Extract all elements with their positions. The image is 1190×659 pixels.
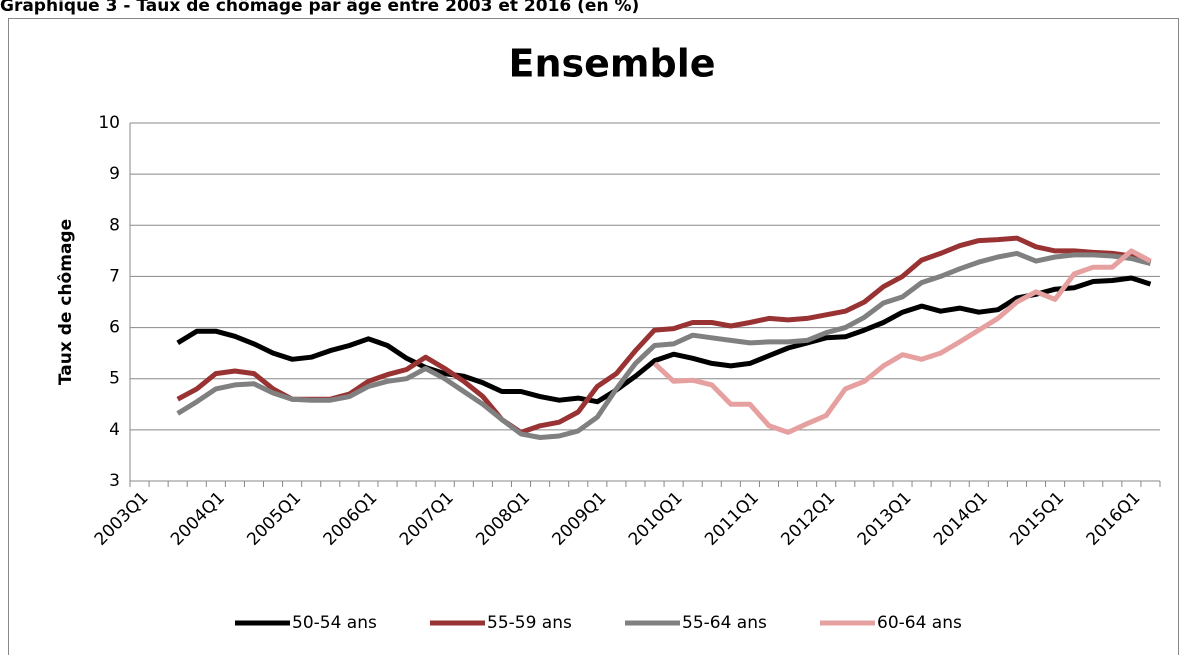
x-tick-label: 2014Q1 <box>930 488 992 550</box>
legend-label: 60-64 ans <box>877 613 962 633</box>
x-tick-label: 2016Q1 <box>1083 488 1145 550</box>
legend-label: 55-64 ans <box>682 613 767 633</box>
x-tick-label: 2010Q1 <box>625 488 687 550</box>
y-tick-label: 3 <box>109 471 120 491</box>
series-line <box>176 275 1152 405</box>
y-tick-label: 4 <box>109 420 120 440</box>
y-tick-label: 9 <box>109 164 120 184</box>
series-line <box>176 235 1152 435</box>
page-title: Graphique 3 - Taux de chômage par âge en… <box>0 0 639 16</box>
x-tick-label: 2009Q1 <box>549 488 611 550</box>
legend-label: 55-59 ans <box>487 613 572 633</box>
x-tick-label: 2006Q1 <box>320 488 382 550</box>
x-tick-label: 2008Q1 <box>472 488 534 550</box>
x-tick-label: 2005Q1 <box>243 488 305 550</box>
y-tick-label: 8 <box>109 215 120 235</box>
x-tick-label: 2013Q1 <box>854 488 916 550</box>
series-line <box>176 250 1152 440</box>
legend-label: 50-54 ans <box>292 613 377 633</box>
x-tick-label: 2004Q1 <box>167 488 229 550</box>
x-tick-label: 2012Q1 <box>777 488 839 550</box>
x-tick-label: 2003Q1 <box>91 488 153 550</box>
y-tick-label: 7 <box>109 266 120 286</box>
x-tick-label: 2007Q1 <box>396 488 458 550</box>
y-tick-label: 6 <box>109 318 120 338</box>
chart-title: Ensemble <box>509 42 716 86</box>
y-tick-label: 10 <box>98 113 120 133</box>
series-line <box>652 248 1152 435</box>
y-axis-label: Taux de chômage <box>56 219 76 385</box>
y-tick-label: 5 <box>109 369 120 389</box>
x-tick-label: 2011Q1 <box>701 488 763 550</box>
x-tick-label: 2015Q1 <box>1006 488 1068 550</box>
